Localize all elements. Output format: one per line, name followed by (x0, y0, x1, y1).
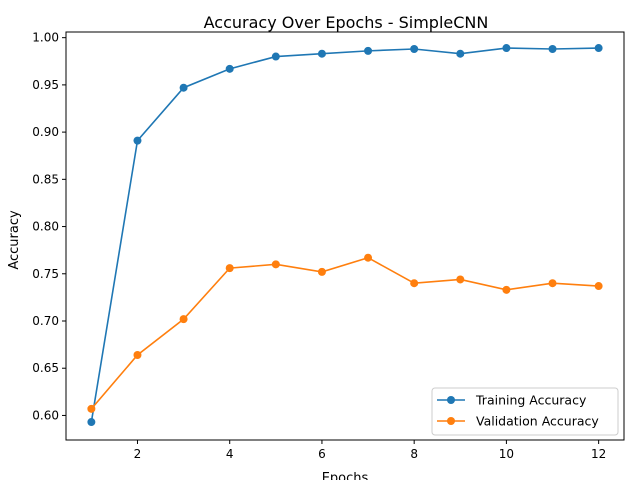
y-tick-label: 0.95 (32, 78, 59, 92)
legend-label: Training Accuracy (475, 393, 587, 408)
training-accuracy-point (502, 44, 511, 53)
training-accuracy-point (456, 49, 465, 58)
training-accuracy-point (410, 45, 419, 53)
training-accuracy-point (179, 83, 188, 92)
legend: Training Accuracy Validation Accuracy (431, 387, 619, 436)
y-tick-label: 0.80 (32, 220, 59, 234)
validation-accuracy-point (502, 285, 511, 294)
x-tick-label: 10 (499, 447, 514, 461)
x-tick-label: 4 (226, 447, 234, 461)
x-axis-label: Epochs (322, 471, 369, 480)
x-tick-label: 6 (318, 447, 326, 461)
legend-item-validation-accuracy: Validation Accuracy (437, 414, 599, 429)
validation-accuracy-point (548, 279, 557, 288)
validation-accuracy-point (225, 264, 234, 273)
training-accuracy-point (225, 64, 234, 73)
chart-title: Accuracy Over Epochs - SimpleCNN (204, 13, 489, 32)
training-accuracy-line (90, 47, 599, 423)
training-accuracy-point (271, 52, 280, 61)
legend-item-training-accuracy: Training Accuracy (437, 393, 587, 408)
training-accuracy-point (594, 44, 603, 53)
y-tick-label: 1.00 (32, 31, 59, 45)
validation-accuracy-point (179, 315, 188, 324)
y-tick-label: 0.75 (32, 267, 59, 281)
training-accuracy-series (87, 44, 603, 427)
training-accuracy-point (364, 46, 373, 55)
y-tick-label: 0.90 (32, 125, 59, 139)
validation-accuracy-series (87, 253, 603, 413)
validation-accuracy-point (364, 253, 373, 262)
x-tick-label: 12 (591, 447, 606, 461)
y-tick-label: 0.85 (32, 172, 59, 186)
training-accuracy-point (87, 418, 96, 427)
training-accuracy-point (548, 45, 557, 53)
y-axis-label: Accuracy (7, 210, 22, 270)
validation-accuracy-point (456, 275, 465, 284)
legend-label: Validation Accuracy (476, 414, 599, 429)
x-tick-label: 2 (134, 447, 142, 461)
x-tick-label: 8 (410, 447, 418, 461)
legend-marker-swatch (447, 417, 455, 425)
axes-frame (65, 31, 625, 441)
legend-box (431, 387, 619, 436)
validation-accuracy-point (133, 351, 142, 359)
validation-accuracy-point (87, 404, 96, 413)
y-tick-label: 0.60 (32, 408, 59, 422)
training-accuracy-point (133, 136, 142, 145)
legend-marker-swatch (447, 396, 455, 404)
y-tick-label: 0.65 (32, 361, 59, 375)
validation-accuracy-point (594, 282, 603, 291)
validation-accuracy-point (271, 260, 280, 269)
training-accuracy-point (317, 49, 326, 58)
y-tick-label: 0.70 (32, 314, 59, 328)
validation-accuracy-point (317, 267, 326, 276)
validation-accuracy-line (90, 256, 599, 410)
validation-accuracy-point (410, 279, 419, 288)
